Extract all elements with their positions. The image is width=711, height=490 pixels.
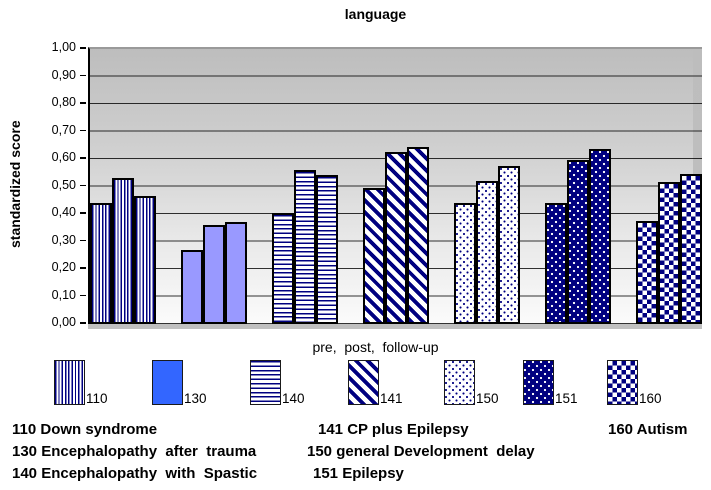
legend-label: 151 xyxy=(555,391,578,406)
legend-item-151: 151 xyxy=(523,360,578,405)
footnote-130: 130 Encephalopathy after trauma xyxy=(12,443,257,460)
legend-label: 150 xyxy=(476,391,499,406)
bar-140-post xyxy=(294,170,316,324)
legend-label: 141 xyxy=(380,391,403,406)
bar-110-follow-up xyxy=(134,196,156,324)
bar-group-130 xyxy=(181,222,247,324)
footnote-151: 151 Epilepsy xyxy=(313,465,404,482)
y-tick-mark xyxy=(80,157,86,159)
legend-swatch-140 xyxy=(250,360,281,405)
bar-150-pre xyxy=(454,203,476,324)
legend-label: 160 xyxy=(639,391,662,406)
bar-group-150 xyxy=(454,166,520,324)
y-tick-label: 0,50 xyxy=(51,177,76,192)
bar-group-160 xyxy=(636,174,702,324)
legend-item-140: 140 xyxy=(250,360,305,405)
bar-151-follow-up xyxy=(589,149,611,324)
bar-group-141 xyxy=(363,147,429,324)
footnote-160: 160 Autism xyxy=(608,421,688,438)
x-axis-label: pre, post, follow-up xyxy=(312,339,439,355)
legend-swatch-160 xyxy=(607,360,638,405)
y-tick-label: 0,60 xyxy=(51,150,76,164)
bar-group-110 xyxy=(90,178,156,324)
y-tick-mark xyxy=(80,212,86,214)
legend-item-130: 130 xyxy=(152,360,207,405)
legend-label: 110 xyxy=(86,391,108,406)
bar-150-follow-up xyxy=(498,166,520,324)
y-tick-label: 0,70 xyxy=(51,122,76,137)
bar-130-post xyxy=(203,225,225,324)
legend-swatch-141 xyxy=(348,360,379,405)
legend-swatch-151 xyxy=(523,360,554,405)
y-tick-mark xyxy=(80,294,86,296)
y-tick-label: 0,20 xyxy=(51,260,76,274)
legend-swatch-130 xyxy=(152,360,183,405)
bar-160-follow-up xyxy=(680,174,702,324)
footnote-150: 150 general Development delay xyxy=(307,443,535,460)
y-tick-label: 1,00 xyxy=(51,40,76,54)
chart-title: language xyxy=(344,6,407,22)
footnote-column-left: 110 Down syndrome 130 Encephalopathy aft… xyxy=(12,419,257,485)
y-tick-label: 0,40 xyxy=(51,205,76,219)
footnote-110: 110 Down syndrome xyxy=(12,421,158,438)
bar-110-post xyxy=(112,178,134,324)
footnote-141: 141 CP plus Epilepsy xyxy=(318,421,469,438)
y-axis: 1,00 0,90 0,80 0,70 0,60 0,50 0,40 0,30 0,20 0,10… xyxy=(0,40,88,329)
footnote-140: 140 Encephalopathy with Spastic xyxy=(12,465,258,482)
bar-130-follow-up xyxy=(225,222,247,324)
y-tick-mark xyxy=(80,47,86,49)
y-tick-mark xyxy=(80,267,86,269)
bar-130-pre xyxy=(181,250,203,324)
bar-151-pre xyxy=(545,203,567,324)
legend-swatch-110 xyxy=(54,360,85,405)
bar-140-follow-up xyxy=(316,175,338,324)
legend-swatch-150 xyxy=(444,360,475,405)
legend-item-160: 160 xyxy=(607,360,662,405)
y-tick-mark xyxy=(80,129,86,131)
legend-item-150: 150 xyxy=(444,360,499,405)
bar-110-pre xyxy=(90,203,112,324)
bar-group-140 xyxy=(272,170,338,324)
plot-floor xyxy=(88,324,702,329)
bar-140-pre xyxy=(272,213,294,324)
y-tick-mark xyxy=(80,184,86,186)
y-tick-mark xyxy=(80,74,86,76)
bar-141-pre xyxy=(363,188,385,324)
bar-group-151 xyxy=(545,149,611,324)
legend-item-110: 110 xyxy=(54,360,108,405)
y-tick-label: 0,80 xyxy=(51,95,76,109)
legend-label: 130 xyxy=(184,391,207,406)
legend: 110 130 140 141 150 151 160 xyxy=(0,360,711,410)
y-tick-mark xyxy=(80,239,86,241)
footnote-column-right: 160 Autism xyxy=(608,419,687,441)
plot-area xyxy=(88,47,702,326)
y-tick-mark xyxy=(80,322,86,324)
bar-141-follow-up xyxy=(407,147,429,324)
bar-141-post xyxy=(385,152,407,324)
y-tick-label: 0,10 xyxy=(51,287,76,302)
y-tick-mark xyxy=(80,102,86,104)
legend-label: 140 xyxy=(282,391,305,406)
bar-160-post xyxy=(658,182,680,324)
y-tick-label: 0,90 xyxy=(51,67,76,82)
y-tick-label: 0,30 xyxy=(51,232,76,247)
y-tick-label: 0,00 xyxy=(51,315,76,329)
bar-160-pre xyxy=(636,221,658,324)
bars-container xyxy=(90,49,702,324)
footnote-column-middle: 141 CP plus Epilepsy 150 general Develop… xyxy=(307,419,535,485)
legend-item-141: 141 xyxy=(348,360,403,405)
bar-151-post xyxy=(567,160,589,324)
bar-150-post xyxy=(476,181,498,324)
